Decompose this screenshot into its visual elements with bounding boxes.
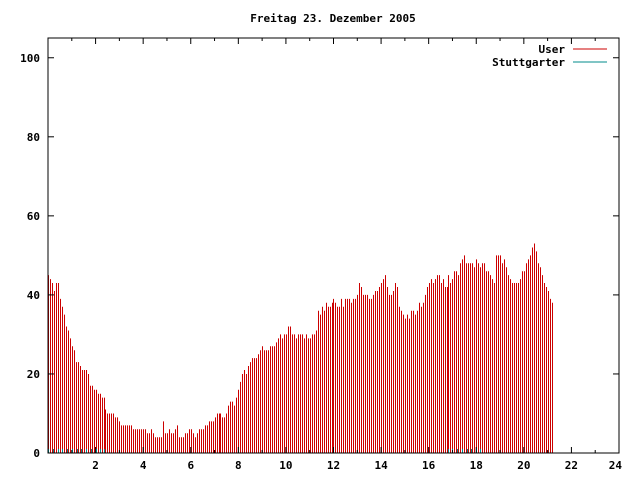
chart-title: Freitag 23. Dezember 2005 <box>250 12 416 25</box>
x-tick-label: 8 <box>235 459 242 472</box>
x-tick-label: 16 <box>422 459 436 472</box>
legend-label: User <box>539 43 566 56</box>
y-tick-label: 60 <box>27 210 40 223</box>
x-tick-label: 4 <box>140 459 147 472</box>
x-tick-label: 10 <box>279 459 292 472</box>
y-tick-label: 20 <box>27 368 40 381</box>
x-tick-label: 2 <box>92 459 99 472</box>
x-tick-label: 22 <box>565 459 578 472</box>
plot-frame <box>47 37 620 454</box>
bars-layer <box>48 243 553 453</box>
y-tick-label: 80 <box>27 131 40 144</box>
x-tick-label: 24 <box>609 459 623 472</box>
legend-label: Stuttgarter <box>492 56 565 69</box>
y-tick-label: 100 <box>20 52 40 65</box>
x-tick-label: 12 <box>327 459 340 472</box>
x-tick-label: 20 <box>517 459 530 472</box>
y-tick-label: 0 <box>33 447 40 460</box>
x-tick-label: 6 <box>187 459 194 472</box>
x-tick-label: 14 <box>374 459 388 472</box>
x-tick-label: 18 <box>470 459 483 472</box>
y-tick-label: 40 <box>27 289 40 302</box>
